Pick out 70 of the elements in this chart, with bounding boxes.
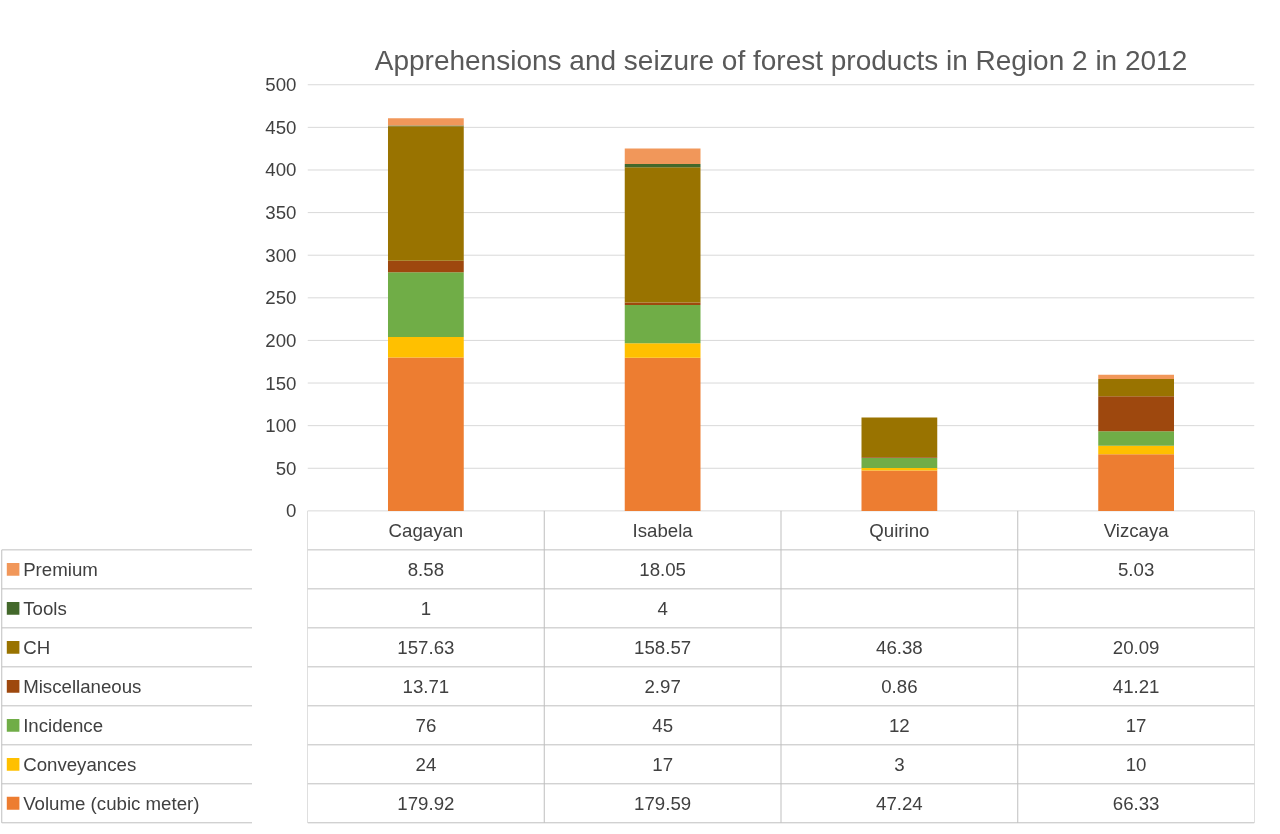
- y-tick-label: 50: [275, 457, 297, 479]
- data-label: 157.63: [397, 636, 455, 658]
- chart-title: Apprehensions and seizure of forest products in Region 2 in 2012: [374, 44, 1188, 76]
- legend-label: Miscellaneous: [23, 675, 142, 697]
- bar: [1098, 431, 1175, 446]
- legend-label: Tools: [23, 597, 67, 619]
- data-label: 13.71: [402, 675, 450, 697]
- bar: [861, 417, 938, 458]
- bar: [387, 272, 464, 338]
- bar: [624, 304, 701, 344]
- bar: [387, 260, 464, 273]
- data-label: 17: [652, 753, 674, 775]
- data-label: 18.05: [639, 558, 686, 580]
- data-label: 0.86: [881, 675, 918, 697]
- data-label: 179.59: [634, 792, 692, 814]
- bar: [624, 167, 701, 303]
- data-label: 179.92: [397, 792, 455, 814]
- x-tick-label: Isabela: [632, 519, 694, 541]
- data-label: 4: [657, 597, 668, 619]
- x-tick-label: Quirino: [869, 519, 930, 541]
- y-tick-label: 200: [265, 329, 297, 351]
- y-tick-label: 250: [265, 287, 297, 309]
- bar: [1098, 454, 1175, 511]
- bar: [387, 357, 464, 511]
- data-label: 12: [889, 714, 910, 736]
- y-tick-label: 500: [265, 74, 297, 96]
- y-tick-label: 300: [265, 244, 297, 266]
- bar: [861, 457, 938, 469]
- y-tick-label: 150: [265, 372, 297, 394]
- bar: [387, 126, 464, 261]
- legend-label: Volume (cubic meter): [23, 792, 200, 814]
- bar: [624, 148, 701, 164]
- x-tick-label: Cagayan: [388, 519, 464, 541]
- legend-label: Premium: [23, 558, 98, 580]
- bar: [387, 118, 464, 126]
- bar: [1098, 445, 1175, 455]
- data-label: 8.58: [407, 558, 445, 580]
- bar: [624, 302, 701, 305]
- legend-label: CH: [23, 636, 51, 658]
- data-label: 45: [652, 714, 674, 736]
- bar: [1098, 374, 1175, 380]
- data-label: 20.09: [1112, 636, 1160, 658]
- data-label: 3: [894, 753, 905, 775]
- data-label: 47.24: [876, 792, 923, 814]
- x-tick-label: Vizcaya: [1103, 519, 1170, 541]
- y-tick-label: 450: [265, 116, 297, 138]
- y-tick-label: 0: [286, 500, 297, 522]
- bar: [1098, 396, 1175, 432]
- data-label: 17: [1125, 714, 1147, 736]
- y-tick-label: 350: [265, 202, 297, 224]
- data-label: 2.97: [644, 675, 681, 697]
- data-label: 76: [415, 714, 437, 736]
- bar: [624, 357, 701, 511]
- y-tick-label: 100: [265, 415, 297, 437]
- y-tick-label: 400: [265, 159, 297, 181]
- data-label: 66.33: [1112, 792, 1160, 814]
- data-label: 158.57: [634, 636, 692, 658]
- bar: [861, 470, 938, 511]
- bar: [624, 343, 701, 358]
- data-label: 1: [420, 597, 432, 619]
- bar: [387, 337, 464, 358]
- legend-label: Incidence: [23, 714, 104, 736]
- bar: [1098, 379, 1175, 397]
- data-label: 24: [415, 753, 437, 775]
- data-label: 46.38: [876, 636, 923, 658]
- data-label: 10: [1125, 753, 1147, 775]
- bar: [861, 468, 938, 471]
- legend-label: Conveyances: [23, 753, 137, 775]
- data-label: 5.03: [1117, 558, 1155, 580]
- data-label: 41.21: [1112, 675, 1160, 697]
